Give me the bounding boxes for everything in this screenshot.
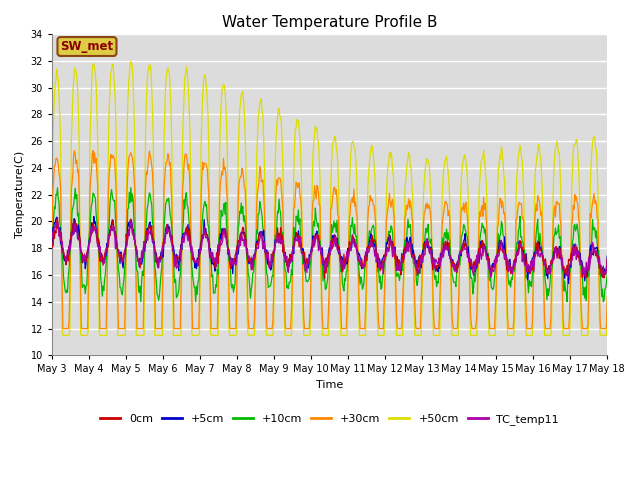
- Legend: 0cm, +5cm, +10cm, +30cm, +50cm, TC_temp11: 0cm, +5cm, +10cm, +30cm, +50cm, TC_temp1…: [96, 409, 564, 429]
- Text: SW_met: SW_met: [60, 40, 113, 53]
- Title: Water Temperature Profile B: Water Temperature Profile B: [222, 15, 437, 30]
- Y-axis label: Temperature(C): Temperature(C): [15, 151, 25, 238]
- X-axis label: Time: Time: [316, 380, 343, 390]
